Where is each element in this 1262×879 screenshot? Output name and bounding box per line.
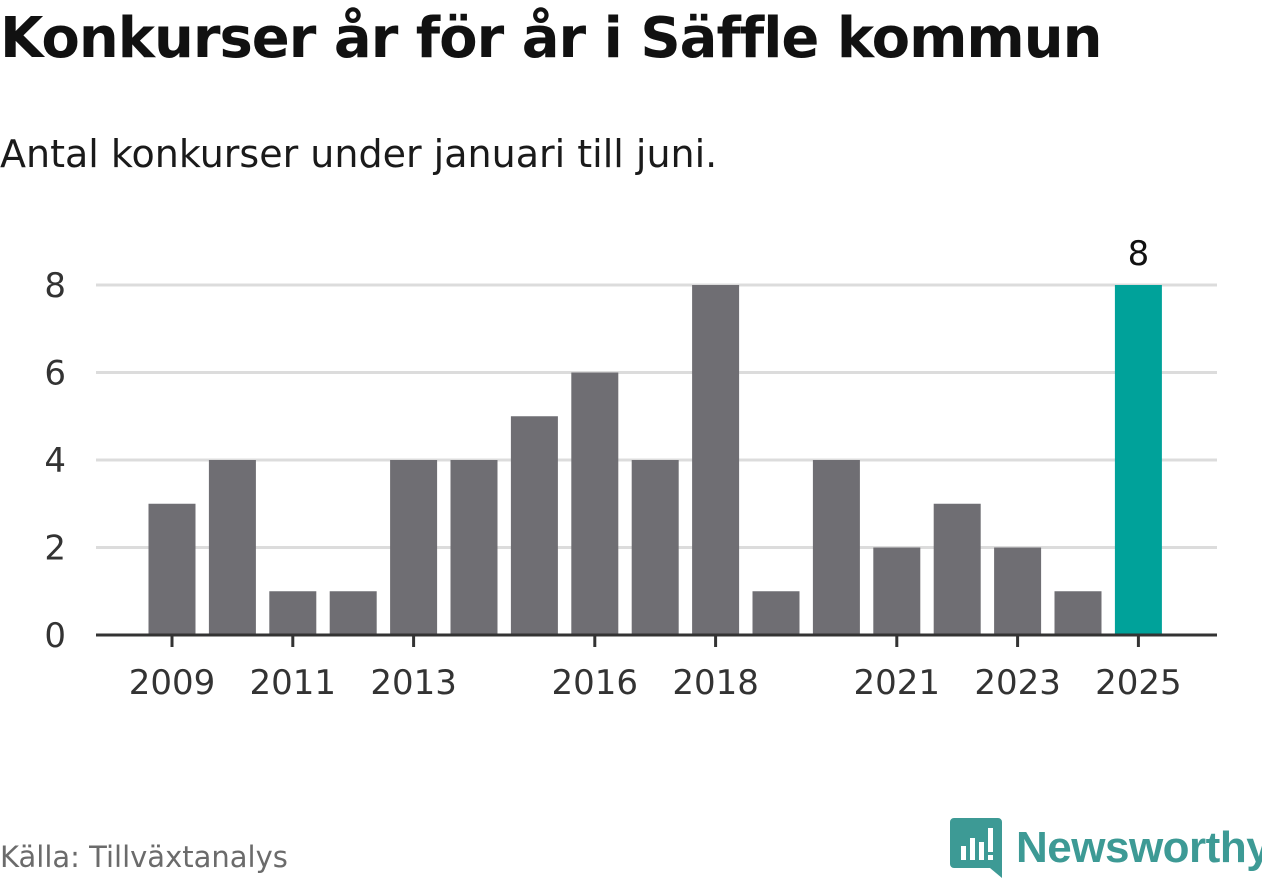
y-tick-label: 4: [44, 441, 66, 481]
chart-subtitle: Antal konkurser under januari till juni.: [0, 132, 718, 176]
bars: [148, 285, 1162, 635]
y-tick-label: 6: [44, 354, 66, 394]
bar-2011: [269, 591, 317, 635]
bar-2015: [510, 416, 558, 635]
y-tick-label: 0: [44, 616, 66, 656]
x-tick-label-2011: 2011: [250, 663, 337, 703]
y-tick-label: 8: [44, 266, 66, 306]
bar-2018: [692, 285, 740, 635]
chart-title: Konkurser år för år i Säffle kommun: [0, 6, 1103, 71]
bar-2021: [873, 547, 921, 635]
x-tick-label-2025: 2025: [1095, 663, 1182, 703]
source-note: Källa: Tillväxtanalys: [0, 840, 288, 874]
x-tick-label-2013: 2013: [370, 663, 457, 703]
x-tick-label-2009: 2009: [129, 663, 216, 703]
bar-2023: [994, 547, 1042, 635]
x-tick-label-2018: 2018: [672, 663, 759, 703]
axes: [96, 633, 1217, 647]
brand-name: Newsworthy: [1016, 823, 1262, 872]
data-label-2025: 8: [1128, 234, 1150, 274]
bar-2009: [148, 503, 196, 635]
x-tick-label-2021: 2021: [854, 663, 941, 703]
y-tick-label: 2: [44, 529, 66, 569]
bar-2016: [571, 372, 619, 635]
bar-2022: [933, 503, 981, 635]
bar-2020: [812, 460, 860, 635]
labels: 0 2 4 6 8 8 2009 2011 2013 2016 2018 2021 2023 2025: [44, 234, 1181, 703]
bar-2012: [329, 591, 377, 635]
bar-2025: [1114, 285, 1162, 635]
x-tick-label-2016: 2016: [552, 663, 639, 703]
bar-2024: [1054, 591, 1102, 635]
newsworthy-bar-chart-icon: [950, 818, 1002, 878]
bar-2017: [631, 460, 679, 635]
bar-2019: [752, 591, 800, 635]
bar-2010: [208, 460, 256, 635]
bar-2013: [390, 460, 438, 635]
brand-logo-group: Newsworthy: [950, 818, 1262, 878]
bar-2014: [450, 460, 498, 635]
x-tick-label-2023: 2023: [974, 663, 1061, 703]
bar-chart: 0 2 4 6 8 8 2009 2011 2013 2016 2018 2021 2023 2025: [44, 234, 1217, 703]
